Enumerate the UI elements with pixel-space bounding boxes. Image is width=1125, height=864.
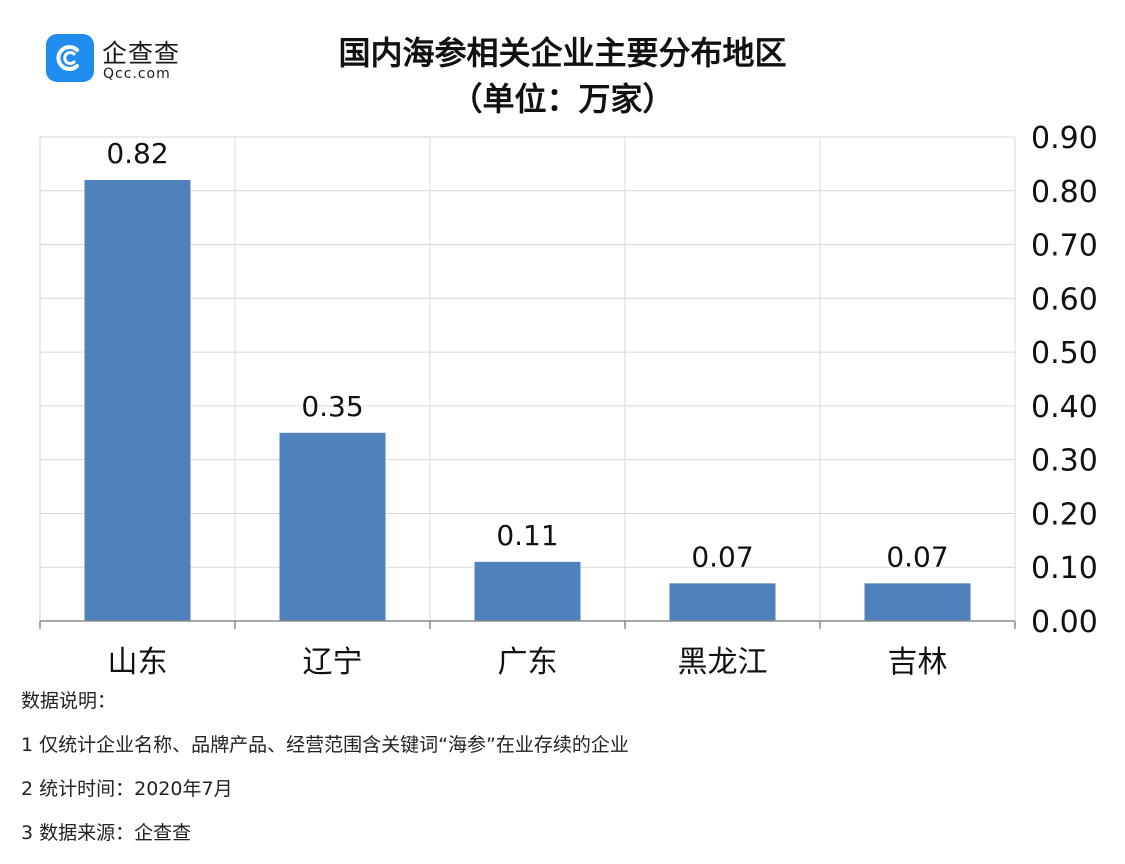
x-tick-label: 山东	[108, 645, 168, 680]
y-tick-label: 0.50	[1031, 336, 1098, 371]
bar	[669, 583, 776, 621]
y-tick-label: 0.90	[1031, 121, 1098, 156]
data-label: 0.11	[496, 519, 558, 552]
y-tick-label: 0.20	[1031, 497, 1098, 532]
logo-name: 企查查	[102, 39, 181, 68]
y-tick-label: 0.10	[1031, 551, 1098, 586]
data-label: 0.07	[691, 540, 753, 573]
bar	[279, 432, 386, 621]
bar-chart: 0.82 山东 0.35 辽宁 0.11 广东 0.07 黑龙江 0.07 吉林 0.00 0.10 0…	[39, 121, 1098, 680]
bar	[84, 180, 191, 621]
x-tick-label: 吉林	[888, 645, 948, 680]
logo-domain: Qcc.com	[103, 66, 171, 82]
y-tick-label: 0.70	[1031, 229, 1098, 264]
data-label: 0.07	[886, 540, 948, 573]
y-tick-label: 0.40	[1031, 390, 1098, 425]
qcc-logo-icon	[46, 34, 94, 82]
y-tick-label: 0.00	[1031, 605, 1098, 640]
note-item-1: 1 仅统计企业名称、品牌产品、经营范围含关键词“海参”在业存续的企业	[21, 734, 629, 756]
notes-heading: 数据说明：	[21, 690, 117, 712]
x-tick-label: 广东	[498, 645, 558, 680]
y-tick-label: 0.30	[1031, 444, 1098, 479]
notes: 数据说明： 1 仅统计企业名称、品牌产品、经营范围含关键词“海参”在业存续的企业…	[21, 688, 629, 864]
chart-subtitle: （单位：万家）	[450, 80, 675, 118]
chart-title: 国内海参相关企业主要分布地区	[338, 34, 787, 72]
note-item-2: 2 统计时间：2020年7月	[21, 778, 233, 800]
y-tick-label: 0.60	[1031, 282, 1098, 317]
x-tick-label: 黑龙江	[678, 645, 768, 680]
y-tick-label: 0.80	[1031, 175, 1098, 210]
bar	[864, 583, 971, 621]
note-item-3: 3 数据来源：企查查	[21, 822, 192, 844]
qcc-logo: 企查查 Qcc.com	[46, 34, 196, 86]
data-label: 0.35	[301, 390, 363, 423]
x-tick-label: 辽宁	[303, 645, 363, 680]
bar	[474, 561, 581, 621]
data-label: 0.82	[106, 137, 168, 170]
